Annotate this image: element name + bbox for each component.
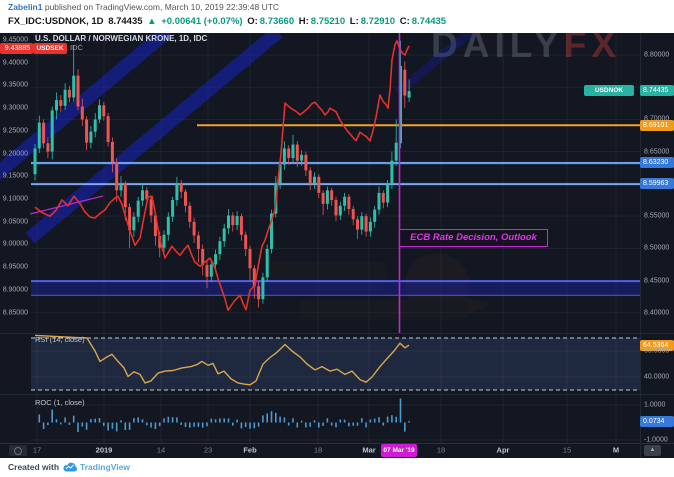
low-label: L: [349,16,359,27]
published-line: Zabelin1 published on TradingView.com, M… [8,2,279,12]
last-price: 8.74435 [108,16,143,27]
tradingview-cloud-icon [63,462,78,472]
low-value: 8.72910 [360,16,396,27]
symbol-quote-line: FX_IDC:USDNOK, 1D 8.74435 ▲ +0.00641 (+0… [8,16,448,27]
created-with-text: Created with [8,462,60,472]
high-label: H: [298,16,309,27]
clock-icon [14,446,22,455]
close-label: C: [399,16,410,27]
published-text: published on TradingView.com, March 10, … [42,2,280,12]
snapshot-header: Zabelin1 published on TradingView.com, M… [0,0,674,33]
timezone-clock-button[interactable] [9,445,27,456]
high-value: 8.75210 [310,16,346,27]
open-label: O: [247,16,258,27]
time-axis-settings-button[interactable]: ▲ [644,445,661,456]
open-value: 8.73660 [259,16,295,27]
tradingview-brand-link[interactable]: TradingView [80,462,130,472]
close-value: 8.74435 [411,16,447,27]
change-value: +0.00641 (+0.07%) [161,16,243,27]
snapshot-footer: Created with TradingView [0,458,674,477]
symbol-name: FX_IDC:USDNOK, 1D [8,16,104,27]
author-link[interactable]: Zabelin1 [8,2,43,12]
chart-canvas[interactable] [0,33,674,458]
change-up-icon: ▲ [147,16,157,27]
